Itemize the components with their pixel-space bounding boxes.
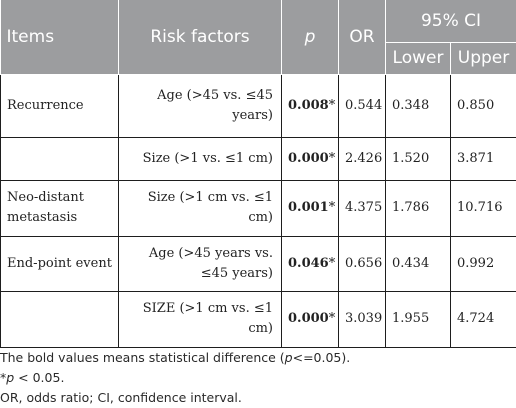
header-risk-factors: Risk factors bbox=[118, 0, 282, 75]
cell-ci-upper: 3.871 bbox=[449, 136, 516, 181]
significance-star: * bbox=[328, 200, 336, 215]
cell-item bbox=[0, 290, 119, 348]
header-p: p bbox=[281, 0, 339, 75]
p-value-text: 0.001 bbox=[288, 200, 329, 215]
p-value-text: 0.046 bbox=[288, 255, 329, 271]
header-ci: 95% CI bbox=[385, 0, 516, 43]
table-row: End-point event Age (>45 years vs. ≤45 y… bbox=[0, 235, 516, 292]
footnote-abbreviations: OR, odds ratio; CI, confidence interval. bbox=[0, 390, 242, 405]
header-lower: Lower bbox=[385, 42, 451, 75]
cell-item bbox=[0, 136, 119, 181]
table-footnotes: The bold values means statistical differ… bbox=[0, 348, 516, 408]
footnote-text: < 0.05. bbox=[14, 370, 65, 385]
footnote-bold-values: The bold values means statistical differ… bbox=[0, 348, 516, 368]
cell-risk-factor: Size (>1 cm vs. ≤1 cm) bbox=[118, 179, 282, 237]
cell-or: 0.544 bbox=[338, 73, 386, 138]
cell-risk-factor: SIZE (>1 cm vs. ≤1 cm) bbox=[118, 290, 282, 348]
cell-risk-factor: Size (>1 vs. ≤1 cm) bbox=[118, 136, 282, 181]
significance-star: * bbox=[328, 311, 336, 326]
cell-or: 2.426 bbox=[338, 136, 386, 181]
cell-ci-upper: 0.992 bbox=[449, 235, 516, 292]
significance-star: * bbox=[328, 255, 336, 271]
footnote-text: <=0.05). bbox=[292, 350, 351, 365]
cell-item: Neo-distant metastasis bbox=[0, 179, 119, 237]
cell-or: 3.039 bbox=[338, 290, 386, 348]
table-row: SIZE (>1 cm vs. ≤1 cm) 0.000* 3.039 1.95… bbox=[0, 290, 516, 348]
p-value-text: 0.000 bbox=[288, 150, 329, 166]
cell-ci-lower: 1.955 bbox=[385, 290, 451, 348]
footnote-significance: *p < 0.05. bbox=[0, 368, 516, 388]
header-items: Items bbox=[0, 0, 119, 75]
table-row: Recurrence Age (>45 vs. ≤45 years) 0.008… bbox=[0, 73, 516, 138]
cell-ci-lower: 0.348 bbox=[385, 73, 451, 138]
cell-ci-upper: 4.724 bbox=[449, 290, 516, 348]
cell-ci-upper: 0.850 bbox=[449, 73, 516, 138]
p-value-text: 0.000 bbox=[288, 311, 329, 326]
cell-ci-lower: 1.520 bbox=[385, 136, 451, 181]
cell-p-value: 0.008* bbox=[281, 73, 339, 138]
cell-item: End-point event bbox=[0, 235, 119, 292]
cell-or: 4.375 bbox=[338, 179, 386, 237]
table-row: Size (>1 vs. ≤1 cm) 0.000* 2.426 1.520 3… bbox=[0, 136, 516, 181]
cell-p-value: 0.001* bbox=[281, 179, 339, 237]
header-upper: Upper bbox=[450, 42, 516, 75]
cell-ci-upper: 10.716 bbox=[449, 179, 516, 237]
significance-star: * bbox=[328, 97, 336, 113]
risk-factor-table: Items Risk factors p OR 95% CI Lower Upp… bbox=[0, 0, 516, 348]
footnote-text: The bold values means statistical differ… bbox=[0, 350, 285, 365]
cell-risk-factor: Age (>45 vs. ≤45 years) bbox=[118, 73, 282, 138]
table-header-row: Items Risk factors p OR 95% CI bbox=[0, 0, 516, 75]
table-subheader-row: Lower Upper bbox=[1, 42, 516, 75]
cell-or: 0.656 bbox=[338, 235, 386, 292]
footnote-p-symbol: p bbox=[6, 370, 15, 385]
header-or: OR bbox=[338, 0, 386, 75]
cell-p-value: 0.000* bbox=[281, 290, 339, 348]
p-value-text: 0.008 bbox=[288, 97, 329, 113]
cell-ci-lower: 1.786 bbox=[385, 179, 451, 237]
cell-risk-factor: Age (>45 years vs. ≤45 years) bbox=[118, 235, 282, 292]
cell-p-value: 0.000* bbox=[281, 136, 339, 181]
cell-item: Recurrence bbox=[0, 73, 119, 138]
footnote-star: * bbox=[0, 370, 7, 385]
cell-p-value: 0.046* bbox=[281, 235, 339, 292]
table-row: Neo-distant metastasis Size (>1 cm vs. ≤… bbox=[0, 179, 516, 237]
cell-ci-lower: 0.434 bbox=[385, 235, 451, 292]
significance-star: * bbox=[328, 150, 336, 166]
footnote-p-symbol: p bbox=[284, 350, 293, 365]
